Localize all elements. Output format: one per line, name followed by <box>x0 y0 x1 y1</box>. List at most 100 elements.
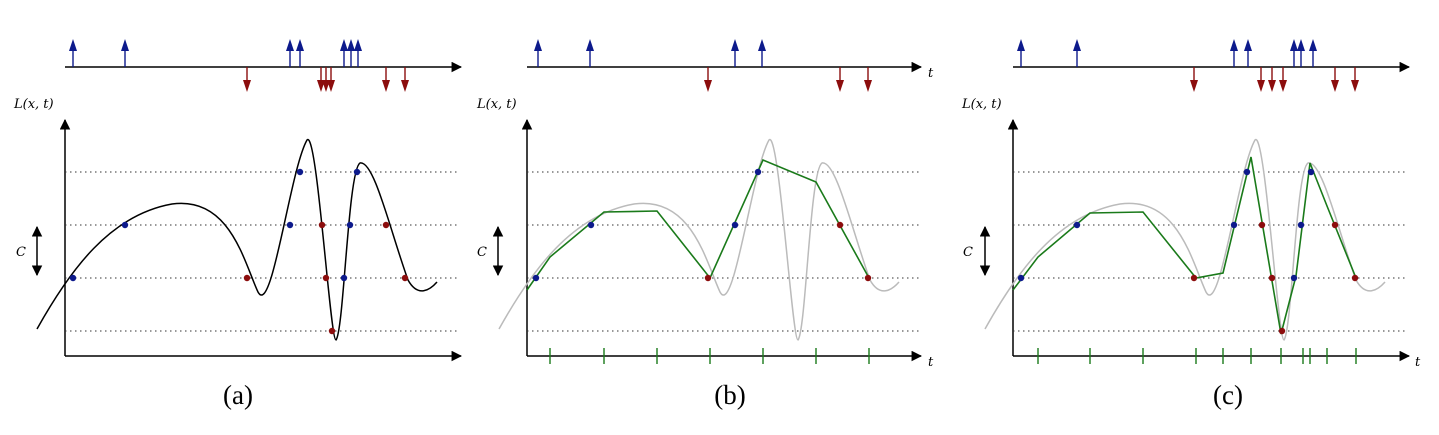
on-dot <box>754 168 762 176</box>
on-dot <box>1243 168 1251 176</box>
on-dot <box>346 221 354 229</box>
off-event-arrow <box>1351 67 1359 92</box>
off-event-arrow <box>243 67 251 92</box>
events-c <box>1017 39 1359 92</box>
off-event-arrow <box>1257 67 1265 92</box>
on-event-arrow <box>1290 39 1298 67</box>
on-event-arrow <box>121 39 129 67</box>
off-dot <box>1351 274 1359 282</box>
off-dot <box>836 221 844 229</box>
on-event-arrow <box>586 39 594 67</box>
off-event-arrow <box>704 67 712 92</box>
on-event-arrow <box>758 39 766 67</box>
sample-ticks-b <box>549 348 870 364</box>
panel-b: t L(x, t) t C (b) <box>476 39 934 410</box>
sample-ticks-c <box>1037 348 1357 364</box>
reconstruction-c <box>1012 156 1357 335</box>
events-a <box>69 39 409 92</box>
off-dot <box>318 221 326 229</box>
off-event-arrow <box>327 67 335 92</box>
on-event-arrow <box>1297 39 1305 67</box>
off-event-arrow <box>382 67 390 92</box>
on-event-arrow <box>354 39 362 67</box>
threshold-label-c: C <box>963 245 973 260</box>
off-event-arrow <box>401 67 409 92</box>
on-event-arrow <box>340 39 348 67</box>
on-dot <box>121 221 129 229</box>
on-dot <box>296 168 304 176</box>
t-label-b: t <box>928 355 934 370</box>
events-b <box>534 39 872 92</box>
on-dot <box>1307 168 1315 176</box>
t-label-c: t <box>1415 355 1421 370</box>
threshold-lines-b <box>527 171 921 332</box>
signal-curve-a <box>36 139 438 341</box>
off-dot <box>328 327 336 335</box>
ylabel-b: L(x, t) <box>476 97 517 112</box>
caption-c: (c) <box>1213 380 1243 410</box>
off-event-arrow <box>317 67 325 92</box>
on-event-arrow <box>69 39 77 67</box>
on-dot <box>1290 274 1298 282</box>
off-dot <box>322 274 330 282</box>
on-event-arrow <box>1244 39 1252 67</box>
event-timeline-a <box>65 39 463 92</box>
off-dot <box>1190 274 1198 282</box>
on-event-arrow <box>534 39 542 67</box>
on-event-arrow <box>1073 39 1081 67</box>
on-dot <box>286 221 294 229</box>
on-event-arrow <box>731 39 739 67</box>
crossing-dots-a <box>69 168 409 335</box>
reference-signal-b <box>498 139 900 341</box>
reference-signal-c <box>984 139 1386 341</box>
off-dot <box>243 274 251 282</box>
off-dot <box>1268 274 1276 282</box>
crossing-dots-c <box>1017 168 1359 335</box>
off-event-arrow <box>1268 67 1276 92</box>
caption-b: (b) <box>714 380 745 410</box>
off-event-arrow <box>836 67 844 92</box>
on-dot <box>1230 221 1238 229</box>
off-dot <box>1331 221 1339 229</box>
on-dot <box>69 274 77 282</box>
on-event-arrow <box>347 39 355 67</box>
on-event-arrow <box>1309 39 1317 67</box>
on-dot <box>587 221 595 229</box>
reconstruction-b <box>526 158 870 291</box>
on-dot <box>1017 274 1025 282</box>
off-event-arrow <box>1190 67 1198 92</box>
panel-a: L(x, t) C (a) <box>13 39 463 410</box>
event-timeline-b: t <box>527 39 934 92</box>
on-event-arrow <box>286 39 294 67</box>
off-dot <box>382 221 390 229</box>
off-dot <box>704 274 712 282</box>
ylabel-c: L(x, t) <box>961 97 1002 112</box>
off-dot <box>401 274 409 282</box>
off-event-arrow <box>1279 67 1287 92</box>
on-dot <box>731 221 739 229</box>
threshold-lines-a <box>65 171 459 332</box>
off-event-arrow <box>864 67 872 92</box>
on-dot <box>353 168 361 176</box>
on-dot <box>532 274 540 282</box>
crossing-dots-b <box>532 168 872 282</box>
threshold-label-a: C <box>16 245 26 260</box>
on-dot <box>1073 221 1081 229</box>
on-event-arrow <box>1230 39 1238 67</box>
off-dot <box>864 274 872 282</box>
on-dot <box>340 274 348 282</box>
on-event-arrow <box>1017 39 1025 67</box>
event-timeline-c <box>1013 39 1411 92</box>
threshold-lines-c <box>1013 171 1407 332</box>
threshold-label-b: C <box>477 245 487 260</box>
on-dot <box>1297 221 1305 229</box>
t-label-b-top: t <box>928 66 934 81</box>
on-event-arrow <box>296 39 304 67</box>
caption-a: (a) <box>223 380 253 410</box>
off-dot <box>1258 221 1266 229</box>
off-event-arrow <box>1331 67 1339 92</box>
off-event-arrow <box>322 67 330 92</box>
panel-c: L(x, t) t C (c) <box>961 39 1421 410</box>
off-dot <box>1278 327 1286 335</box>
